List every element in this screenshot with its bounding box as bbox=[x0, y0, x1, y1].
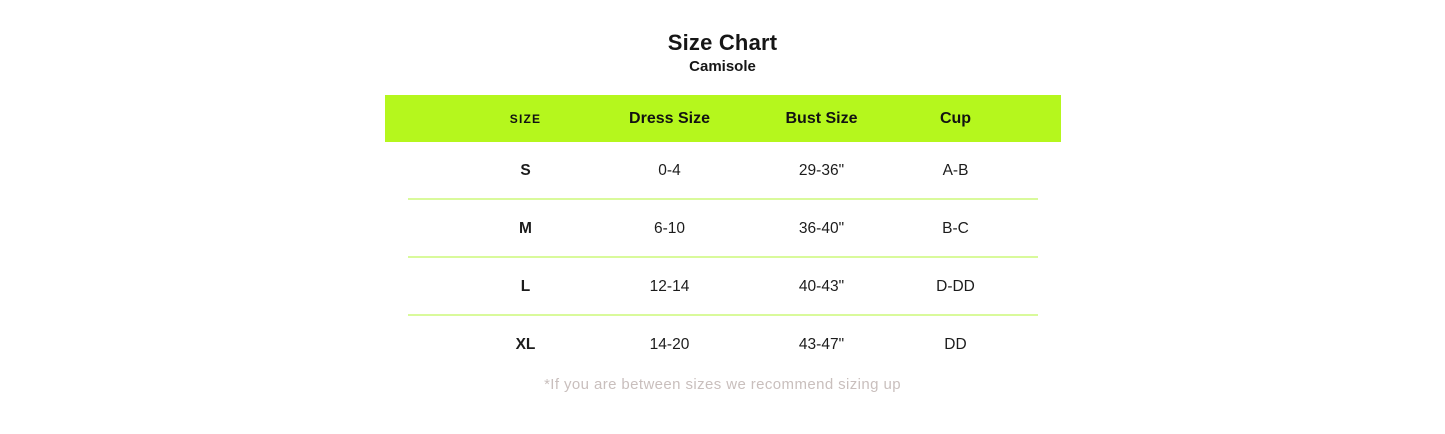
table-row: M 6-10 36-40" B-C bbox=[385, 200, 1061, 258]
column-header-bust: Bust Size bbox=[785, 109, 858, 127]
cell-size: XL bbox=[515, 336, 536, 353]
row-divider bbox=[407, 256, 1038, 258]
table-row: XL 14-20 43-47" DD bbox=[385, 316, 1061, 374]
row-divider bbox=[407, 314, 1038, 316]
page-subtitle: Camisole bbox=[689, 58, 756, 75]
column-header-size: SIZE bbox=[509, 111, 542, 126]
cell-dress: 0-4 bbox=[658, 162, 681, 179]
cell-bust: 29-36" bbox=[798, 162, 845, 179]
cell-size: M bbox=[519, 220, 532, 237]
cell-size: L bbox=[520, 278, 531, 295]
cell-size: S bbox=[520, 162, 531, 179]
column-header-cup: Cup bbox=[939, 109, 972, 127]
table-row: L 12-14 40-43" D-DD bbox=[385, 258, 1061, 316]
table-row: S 0-4 29-36" A-B bbox=[385, 142, 1061, 200]
sizing-footnote: *If you are between sizes we recommend s… bbox=[544, 376, 901, 393]
size-chart-page: Size Chart Camisole SIZE Dress Size Bust… bbox=[384, 30, 1061, 393]
page-title: Size Chart bbox=[667, 30, 778, 55]
cell-bust: 43-47" bbox=[798, 336, 845, 353]
table-header-row: SIZE Dress Size Bust Size Cup bbox=[384, 95, 1061, 142]
size-chart-table: SIZE Dress Size Bust Size Cup S 0-4 29-3… bbox=[384, 95, 1061, 374]
cell-bust: 40-43" bbox=[798, 278, 845, 295]
cell-cup: DD bbox=[944, 336, 967, 353]
cell-dress: 14-20 bbox=[649, 336, 690, 353]
cell-bust: 36-40" bbox=[798, 220, 845, 237]
row-divider bbox=[407, 198, 1038, 200]
cell-cup: D-DD bbox=[936, 278, 975, 295]
cell-dress: 12-14 bbox=[649, 278, 690, 295]
cell-dress: 6-10 bbox=[653, 220, 686, 237]
cell-cup: B-C bbox=[942, 220, 969, 237]
column-header-dress: Dress Size bbox=[629, 109, 710, 127]
cell-cup: A-B bbox=[942, 162, 969, 179]
